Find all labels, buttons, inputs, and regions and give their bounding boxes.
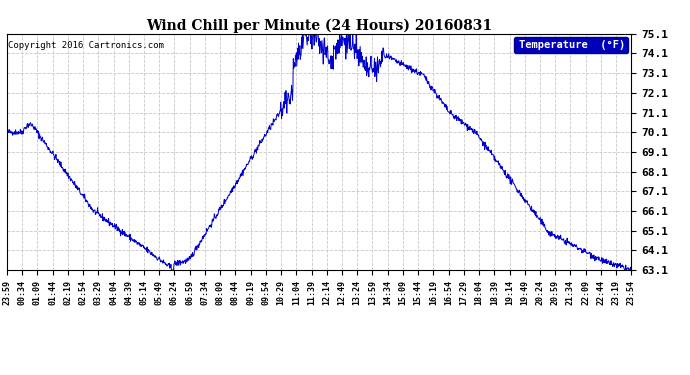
Title: Wind Chill per Minute (24 Hours) 20160831: Wind Chill per Minute (24 Hours) 2016083…	[146, 18, 492, 33]
Text: Copyright 2016 Cartronics.com: Copyright 2016 Cartronics.com	[8, 41, 164, 50]
Legend: Temperature  (°F): Temperature (°F)	[515, 37, 629, 52]
